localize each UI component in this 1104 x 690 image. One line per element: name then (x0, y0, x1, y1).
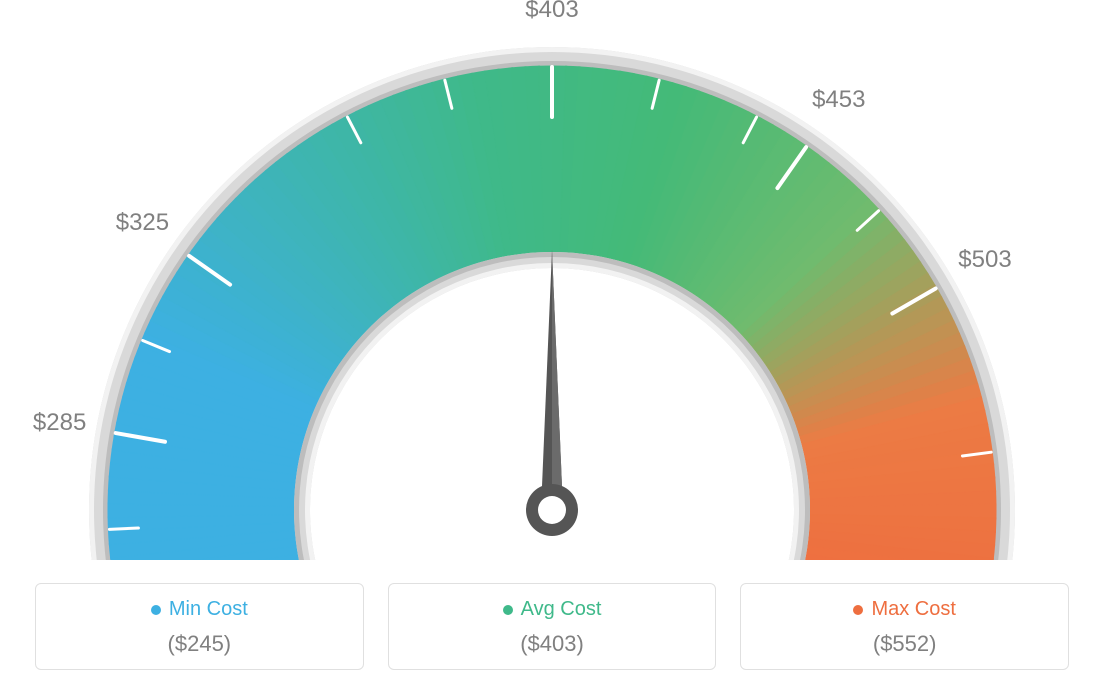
legend-dot-avg (503, 605, 513, 615)
legend-title-max: Max Cost (853, 598, 955, 621)
legend-title-min: Min Cost (151, 598, 248, 621)
legend-label-min: Min Cost (169, 598, 248, 621)
legend-value-max: ($552) (741, 631, 1068, 657)
legend-card-min: Min Cost ($245) (35, 583, 364, 670)
legend-card-max: Max Cost ($552) (740, 583, 1069, 670)
gauge-tick-label: $325 (116, 209, 169, 237)
legend-row: Min Cost ($245) Avg Cost ($403) Max Cost… (35, 583, 1069, 670)
legend-value-min: ($245) (36, 631, 363, 657)
gauge-svg (0, 0, 1104, 560)
legend-label-max: Max Cost (871, 598, 955, 621)
legend-card-avg: Avg Cost ($403) (388, 583, 717, 670)
gauge-tick-label: $285 (33, 409, 86, 437)
legend-value-avg: ($403) (389, 631, 716, 657)
gauge-tick-label: $403 (525, 0, 578, 24)
legend-dot-min (151, 605, 161, 615)
legend-title-avg: Avg Cost (503, 598, 602, 621)
legend-label-avg: Avg Cost (521, 598, 602, 621)
gauge-chart: $245$285$325$403$453$503$552 (0, 0, 1104, 560)
gauge-tick-label: $453 (812, 86, 865, 114)
legend-dot-max (853, 605, 863, 615)
gauge-tick-label: $503 (958, 246, 1011, 274)
